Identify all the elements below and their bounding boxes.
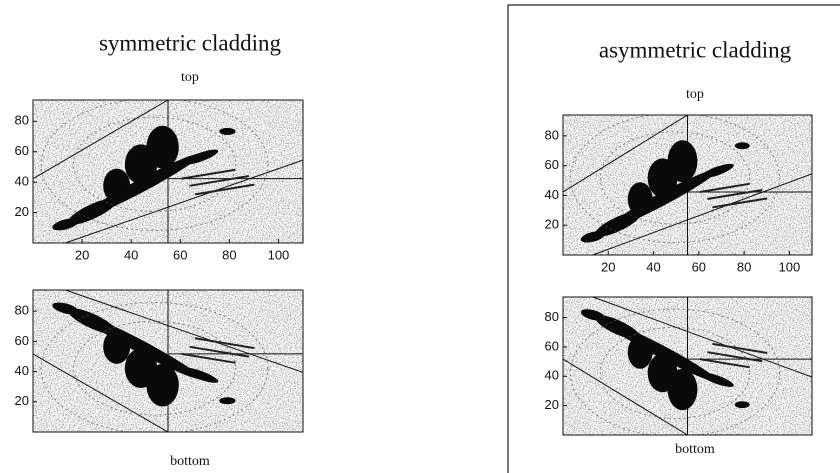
- field-blob: [219, 397, 235, 404]
- top-label: top: [686, 87, 704, 102]
- panel-title: symmetric cladding: [99, 30, 282, 55]
- page: symmetric cladding top bottom 20 40 60 80 20 40 6…: [0, 0, 840, 473]
- x-tick-label: 100: [268, 247, 290, 262]
- y-tick-label: 80: [545, 127, 559, 142]
- panel-title: asymmetric cladding: [599, 37, 792, 62]
- y-tick-label: 80: [15, 303, 29, 318]
- x-tick-label: 80: [222, 247, 236, 262]
- y-tick-label: 60: [15, 333, 29, 348]
- x-tick-label: 80: [737, 259, 751, 274]
- y-tick-label: 20: [15, 393, 29, 408]
- x-tick-label: 20: [75, 247, 89, 262]
- y-tick-label: 60: [545, 338, 559, 353]
- y-tick-label: 60: [545, 157, 559, 172]
- field-blob: [219, 128, 235, 135]
- field-image: [563, 297, 812, 437]
- y-tick-label: 20: [15, 204, 29, 219]
- x-tick-label: 100: [779, 259, 801, 274]
- field-blob: [735, 401, 750, 408]
- x-tick-label: 40: [124, 247, 138, 262]
- field-content: [33, 98, 303, 243]
- bottom-label: bottom: [170, 454, 210, 469]
- x-tick-label: 20: [601, 259, 615, 274]
- top-label: top: [181, 70, 199, 85]
- y-tick-label: 80: [545, 309, 559, 324]
- y-tick-label: 80: [15, 113, 29, 128]
- y-tick-label: 40: [15, 363, 29, 378]
- field-content: [563, 113, 812, 255]
- field-content: [563, 297, 812, 437]
- y-tick-label: 20: [545, 397, 559, 412]
- bottom-label: bottom: [675, 442, 715, 457]
- x-tick-label: 60: [692, 259, 706, 274]
- field-content: [33, 290, 303, 434]
- field-blob: [735, 142, 750, 149]
- y-tick-label: 60: [15, 143, 29, 158]
- field-image: [33, 98, 303, 243]
- y-tick-label: 40: [545, 368, 559, 383]
- y-tick-label: 40: [15, 174, 29, 189]
- figure: symmetric cladding top bottom 20 40 60 80 20 40 6…: [0, 0, 840, 473]
- y-tick-label: 40: [545, 187, 559, 202]
- field-image: [563, 113, 812, 255]
- y-tick-label: 20: [545, 217, 559, 232]
- field-image: [33, 290, 303, 434]
- x-tick-label: 40: [646, 259, 660, 274]
- x-tick-label: 60: [173, 247, 187, 262]
